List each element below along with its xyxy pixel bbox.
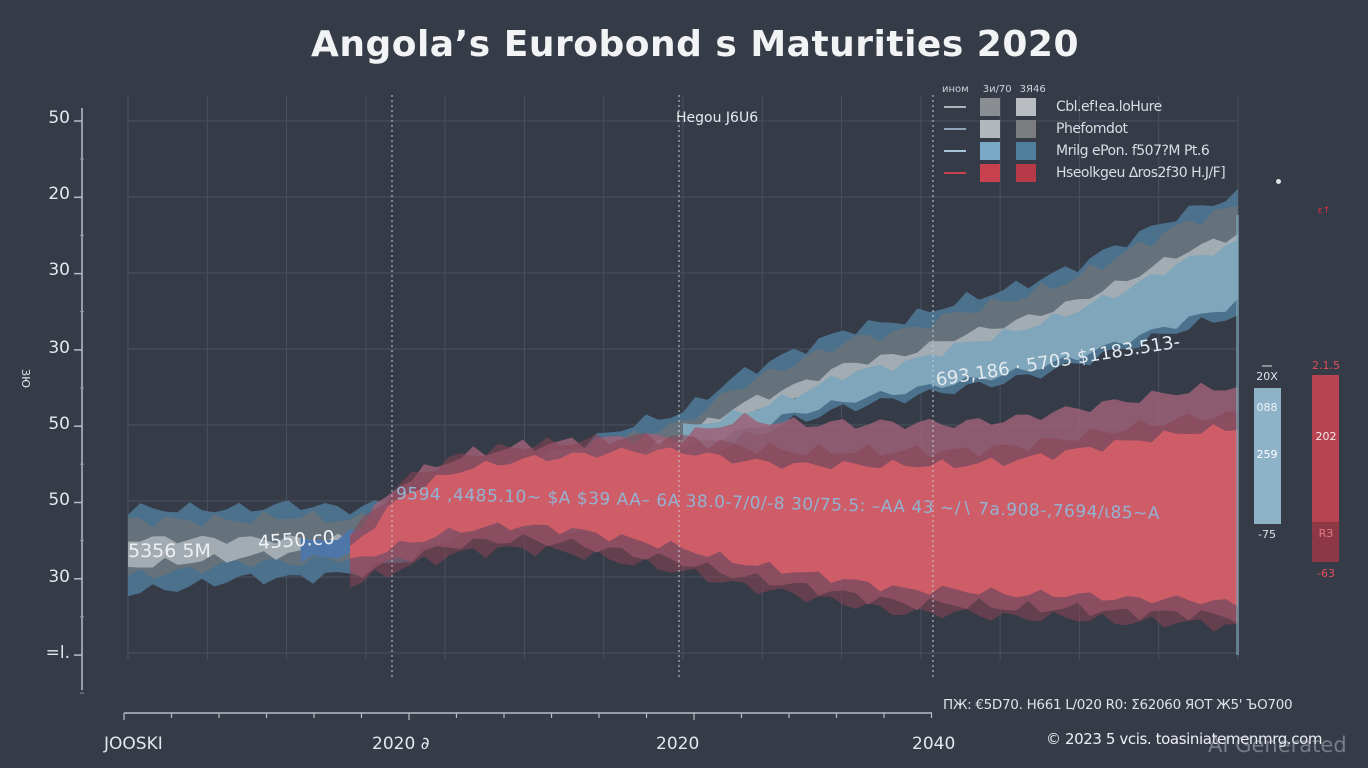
series-band-blue-light xyxy=(683,239,1238,446)
ai-generated-watermark: AI Generated xyxy=(1208,733,1347,757)
series-bands xyxy=(128,188,1238,632)
side-bar-blue xyxy=(1254,388,1281,524)
legend-line-icon xyxy=(944,127,966,130)
legend-line-icon xyxy=(944,171,966,174)
blue-bar-top-label: 20X xyxy=(1256,370,1278,383)
legend: ином 3и/70 3Я46 Cbl.ef!ea.loHure Phefomd… xyxy=(938,84,1281,184)
y-tick-label: 20 xyxy=(48,184,70,204)
y-tick-label: 30 xyxy=(48,338,70,358)
red-bar-low-label: RЗ xyxy=(1318,527,1334,540)
legend-item[interactable]: Hseolkgeu ∆ros2f30 H.J/F] xyxy=(938,162,1278,183)
y-tick-label: 30 xyxy=(48,260,70,280)
chart-title: Angola’s Eurobond s Maturities 2020 xyxy=(310,24,1080,65)
legend-item[interactable]: Phefomdot xyxy=(938,118,1278,139)
band-label-grey: 5356 5M xyxy=(128,540,211,562)
legend-swatch-icon xyxy=(980,97,1000,116)
legend-swatch-icon xyxy=(980,141,1000,160)
legend-label: Hseolkgeu ∆ros2f30 H.J/F] xyxy=(1056,164,1226,181)
legend-swatch-icon xyxy=(980,163,1000,182)
legend-dot-icon xyxy=(1276,179,1281,184)
blue-bar-value-label: 259 xyxy=(1256,448,1278,461)
legend-swatch-icon xyxy=(980,119,1000,138)
legend-item[interactable]: Cbl.ef!ea.loHure xyxy=(938,96,1278,117)
x-tick-label: JOOSKI xyxy=(104,734,163,754)
x-tick-label: 2020 ∂ xyxy=(372,734,430,754)
legend-item[interactable]: Mrilg ePon. f507?M Pt.6 xyxy=(938,140,1278,161)
y-tick-label: 50 xyxy=(48,414,70,434)
legend-swatch-icon xyxy=(1016,119,1036,138)
y-tick-label: 50 xyxy=(48,490,70,510)
y-tick-label: =l. xyxy=(45,643,70,663)
x-tick-label: 2020 xyxy=(656,734,700,754)
plot-right-edge xyxy=(1236,215,1239,655)
y-tick-label: 50 xyxy=(48,108,70,128)
legend-header-col: ином xyxy=(942,84,969,95)
legend-header-col: 3Я46 xyxy=(1019,84,1046,95)
red-bar-top-label: 2.1.5 xyxy=(1312,359,1340,372)
blue-bar-value-label: 088 xyxy=(1256,401,1278,414)
legend-swatch-icon xyxy=(1016,97,1036,116)
legend-label: Phefomdot xyxy=(1056,120,1128,137)
legend-swatch-icon xyxy=(1016,141,1036,160)
y-axis-unit: ЗЮ xyxy=(18,369,32,388)
axes xyxy=(74,108,933,720)
red-bar-value-label: 202 xyxy=(1315,430,1337,443)
legend-header: ином 3и/70 3Я46 xyxy=(942,84,1278,95)
copyright-text: © 2023 5 vcis. toasiniatemenmrg.com xyxy=(1046,730,1323,748)
legend-line-icon xyxy=(944,105,966,108)
blue-bar-bottom-label: -75 xyxy=(1258,528,1276,541)
side-bar-red-low xyxy=(1312,522,1339,562)
series-band-red xyxy=(350,424,1238,607)
side-bars xyxy=(1236,215,1339,655)
legend-swatch-icon xyxy=(1016,163,1036,182)
y-tick-label: 30 xyxy=(48,567,70,587)
x-tick-label: 2040 xyxy=(912,734,956,754)
side-bar-red xyxy=(1312,375,1339,522)
legend-label: Cbl.ef!ea.loHure xyxy=(1056,98,1162,115)
red-bar-note: ε↑ xyxy=(1317,206,1331,216)
stats-readout: ΠЖ: €5D70. Н661 L/020 R0: Σ62060 ЯОТ Ж5'… xyxy=(943,697,1293,713)
red-bar-bottom-label: -63 xyxy=(1317,567,1335,580)
legend-line-icon xyxy=(944,149,966,152)
series-label: Hegou J6U6 xyxy=(676,110,759,126)
legend-header-col: 3и/70 xyxy=(982,84,1012,95)
legend-label: Mrilg ePon. f507?M Pt.6 xyxy=(1056,142,1210,159)
